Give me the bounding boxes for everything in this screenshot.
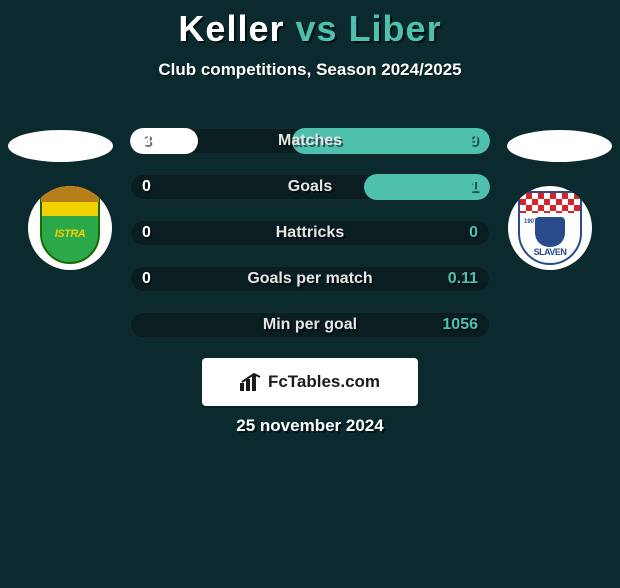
team1-badge (28, 186, 112, 270)
stats-rows: 3 Matches 9 0 Goals 1 0 Hattricks 0 0 Go… (130, 128, 490, 358)
stat-label: Goals (130, 174, 490, 200)
brand-chart-icon (240, 373, 262, 391)
stat-right-value: 0 (457, 220, 490, 246)
player1-photo-placeholder (8, 130, 113, 162)
team2-badge: 1907 (508, 186, 592, 270)
team2-crest-icon: 1907 (518, 191, 582, 265)
stat-label: Matches (130, 128, 490, 154)
subtitle: Club competitions, Season 2024/2025 (0, 60, 620, 80)
vs-text: vs (296, 8, 338, 49)
stat-row: 0 Goals per match 0.11 (130, 266, 490, 292)
brand-box: FcTables.com (202, 358, 418, 406)
stat-label: Hattricks (130, 220, 490, 246)
stat-right-value: 9 (457, 128, 490, 154)
comparison-title: Keller vs Liber (0, 8, 620, 50)
stat-row: Min per goal 1056 (130, 312, 490, 338)
brand-text: FcTables.com (268, 372, 380, 392)
date-text: 25 november 2024 (0, 416, 620, 436)
player2-name: Liber (349, 8, 442, 49)
player2-photo-placeholder (507, 130, 612, 162)
stat-right-value: 1 (457, 174, 490, 200)
team1-crest-icon (40, 192, 100, 264)
stat-row: 0 Goals 1 (130, 174, 490, 200)
player1-name: Keller (178, 8, 284, 49)
stat-row: 3 Matches 9 (130, 128, 490, 154)
stat-row: 0 Hattricks 0 (130, 220, 490, 246)
stat-right-value: 0.11 (436, 266, 490, 292)
stat-right-value: 1056 (430, 312, 490, 338)
